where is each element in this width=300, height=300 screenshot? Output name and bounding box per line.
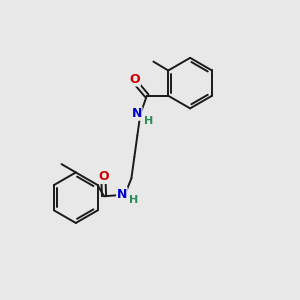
Text: O: O xyxy=(130,73,140,86)
Text: N: N xyxy=(132,107,142,120)
Text: O: O xyxy=(98,170,109,183)
Text: H: H xyxy=(144,116,153,126)
Text: H: H xyxy=(129,195,138,205)
Text: N: N xyxy=(117,188,127,201)
